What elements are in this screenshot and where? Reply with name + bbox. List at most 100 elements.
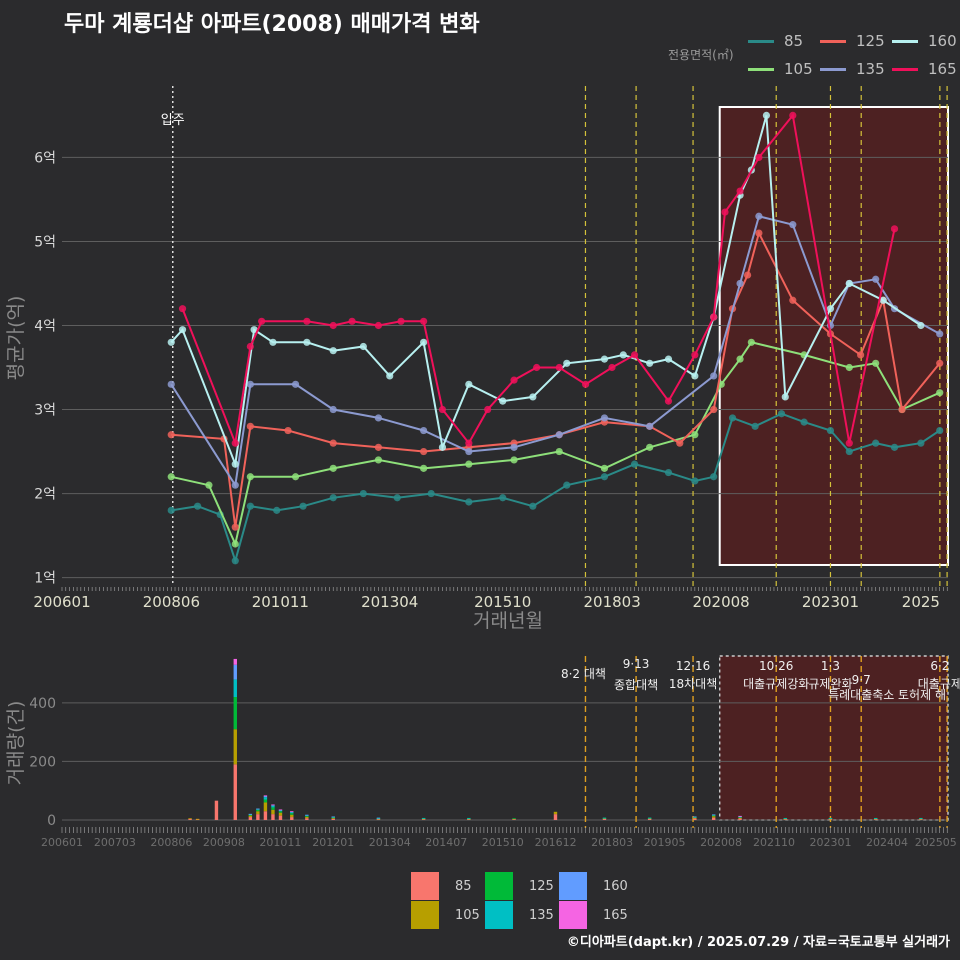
- data-point-85: [600, 473, 609, 481]
- data-point-135: [646, 422, 654, 430]
- data-point-165: [231, 439, 239, 447]
- data-point-85: [691, 477, 699, 485]
- data-point-105: [872, 359, 880, 367]
- data-point-160: [762, 111, 771, 120]
- data-point-105: [374, 456, 383, 464]
- data-point-135: [374, 414, 383, 422]
- data-point-105: [845, 363, 853, 372]
- data-point-85: [329, 494, 337, 502]
- data-point-165: [397, 317, 405, 325]
- volume-bar: [919, 817, 923, 819]
- data-point-160: [619, 351, 627, 359]
- volume-bar: [919, 819, 923, 820]
- volume-bar: [278, 812, 283, 816]
- volume-bar: [602, 818, 607, 820]
- volume-legend-item-85: 85: [411, 872, 472, 900]
- volume-bar: [271, 814, 275, 820]
- volume-bar: [553, 811, 558, 815]
- data-point-125: [329, 439, 337, 447]
- legend-swatch: [892, 39, 918, 43]
- volume-x-tick-label: 201803: [591, 836, 633, 849]
- volume-bar: [233, 697, 237, 730]
- x-tick-label: 201011: [252, 593, 309, 611]
- volume-x-tick-label: 202404: [866, 836, 908, 849]
- volume-bar: [738, 817, 742, 819]
- volume-legend-label: 85: [455, 878, 472, 894]
- volume-bar: [278, 811, 283, 813]
- volume-bar: [305, 815, 309, 817]
- data-point-85: [710, 473, 718, 481]
- policy-label: 18차대책: [669, 676, 717, 691]
- series-line-105: [170, 341, 941, 548]
- data-point-165: [329, 321, 337, 330]
- data-point-105: [205, 481, 213, 489]
- y-tick-label: 5억: [34, 234, 56, 250]
- volume-bar: [512, 818, 516, 820]
- data-point-85: [231, 557, 239, 565]
- volume-x-tick-label: 202301: [809, 836, 851, 849]
- data-point-85: [359, 489, 367, 498]
- volume-bar: [738, 815, 742, 817]
- data-point-85: [664, 468, 673, 477]
- legend-label: 160: [928, 32, 957, 50]
- data-point-85: [826, 426, 835, 435]
- volume-bar: [290, 811, 294, 813]
- volume-bar: [233, 729, 237, 765]
- volume-bar: [233, 764, 237, 820]
- data-point-135: [710, 372, 718, 380]
- volume-bar: [278, 809, 283, 811]
- volume-bar: [271, 807, 275, 810]
- volume-x-tick-label: 201201: [312, 836, 354, 849]
- volume-legend-label: 125: [529, 878, 554, 894]
- data-point-160: [269, 338, 277, 346]
- volume-bar: [248, 815, 253, 818]
- data-point-85: [917, 439, 925, 447]
- data-point-125: [789, 296, 797, 304]
- data-point-160: [386, 372, 394, 380]
- data-point-125: [167, 431, 175, 439]
- volume-bar: [467, 817, 471, 819]
- data-point-165: [555, 363, 563, 372]
- volume-bar: [738, 817, 742, 818]
- data-point-85: [800, 418, 808, 426]
- volume-bar: [278, 815, 283, 820]
- volume-bar: [248, 813, 253, 815]
- data-point-165: [736, 187, 744, 195]
- x-tick-label: 202008: [692, 593, 749, 611]
- series-line-165: [181, 113, 896, 447]
- legend-title: 전용면적(㎡): [668, 48, 734, 62]
- legend-label: 135: [856, 60, 885, 78]
- volume-bar: [271, 809, 275, 815]
- volume-bar: [214, 800, 219, 820]
- volume-legend-swatch: [559, 872, 587, 900]
- footer-credit: ©디아파트(dapt.kr) / 2025.07.29 / 자료=국토교통부 실…: [566, 935, 950, 950]
- legend-item-125: 125: [820, 32, 885, 50]
- data-point-160: [499, 397, 507, 405]
- volume-plot-area: 0 200 400 8·2 대책 9·13 종합대책 12·16 18차대책 10·26 대출규제…: [29, 655, 960, 849]
- data-point-105: [736, 355, 744, 363]
- y-tick-label: 3억: [34, 403, 56, 419]
- data-point-105: [231, 540, 239, 548]
- volume-bar: [256, 814, 260, 820]
- volume-x-tick-label: 200806: [150, 836, 192, 849]
- volume-bar: [188, 818, 192, 820]
- data-point-125: [246, 422, 254, 430]
- volume-bar: [256, 811, 260, 815]
- data-point-165: [789, 111, 797, 120]
- data-point-160: [329, 347, 337, 355]
- data-point-160: [529, 393, 537, 401]
- volume-bar: [263, 799, 268, 803]
- volume-highlight-region: [719, 655, 949, 821]
- volume-bar: [278, 810, 283, 812]
- policy-label: 6·2: [930, 659, 949, 673]
- data-point-85: [393, 494, 401, 502]
- data-point-135: [510, 443, 518, 451]
- volume-x-tick-label: 200908: [203, 836, 245, 849]
- volume-bar: [711, 817, 716, 820]
- data-point-85: [563, 481, 571, 489]
- volume-legend-item-165: 165: [559, 901, 628, 929]
- x-tick-label: 202301: [802, 593, 859, 611]
- data-point-105: [555, 447, 563, 456]
- volume-y-tick-label: 0: [47, 813, 56, 829]
